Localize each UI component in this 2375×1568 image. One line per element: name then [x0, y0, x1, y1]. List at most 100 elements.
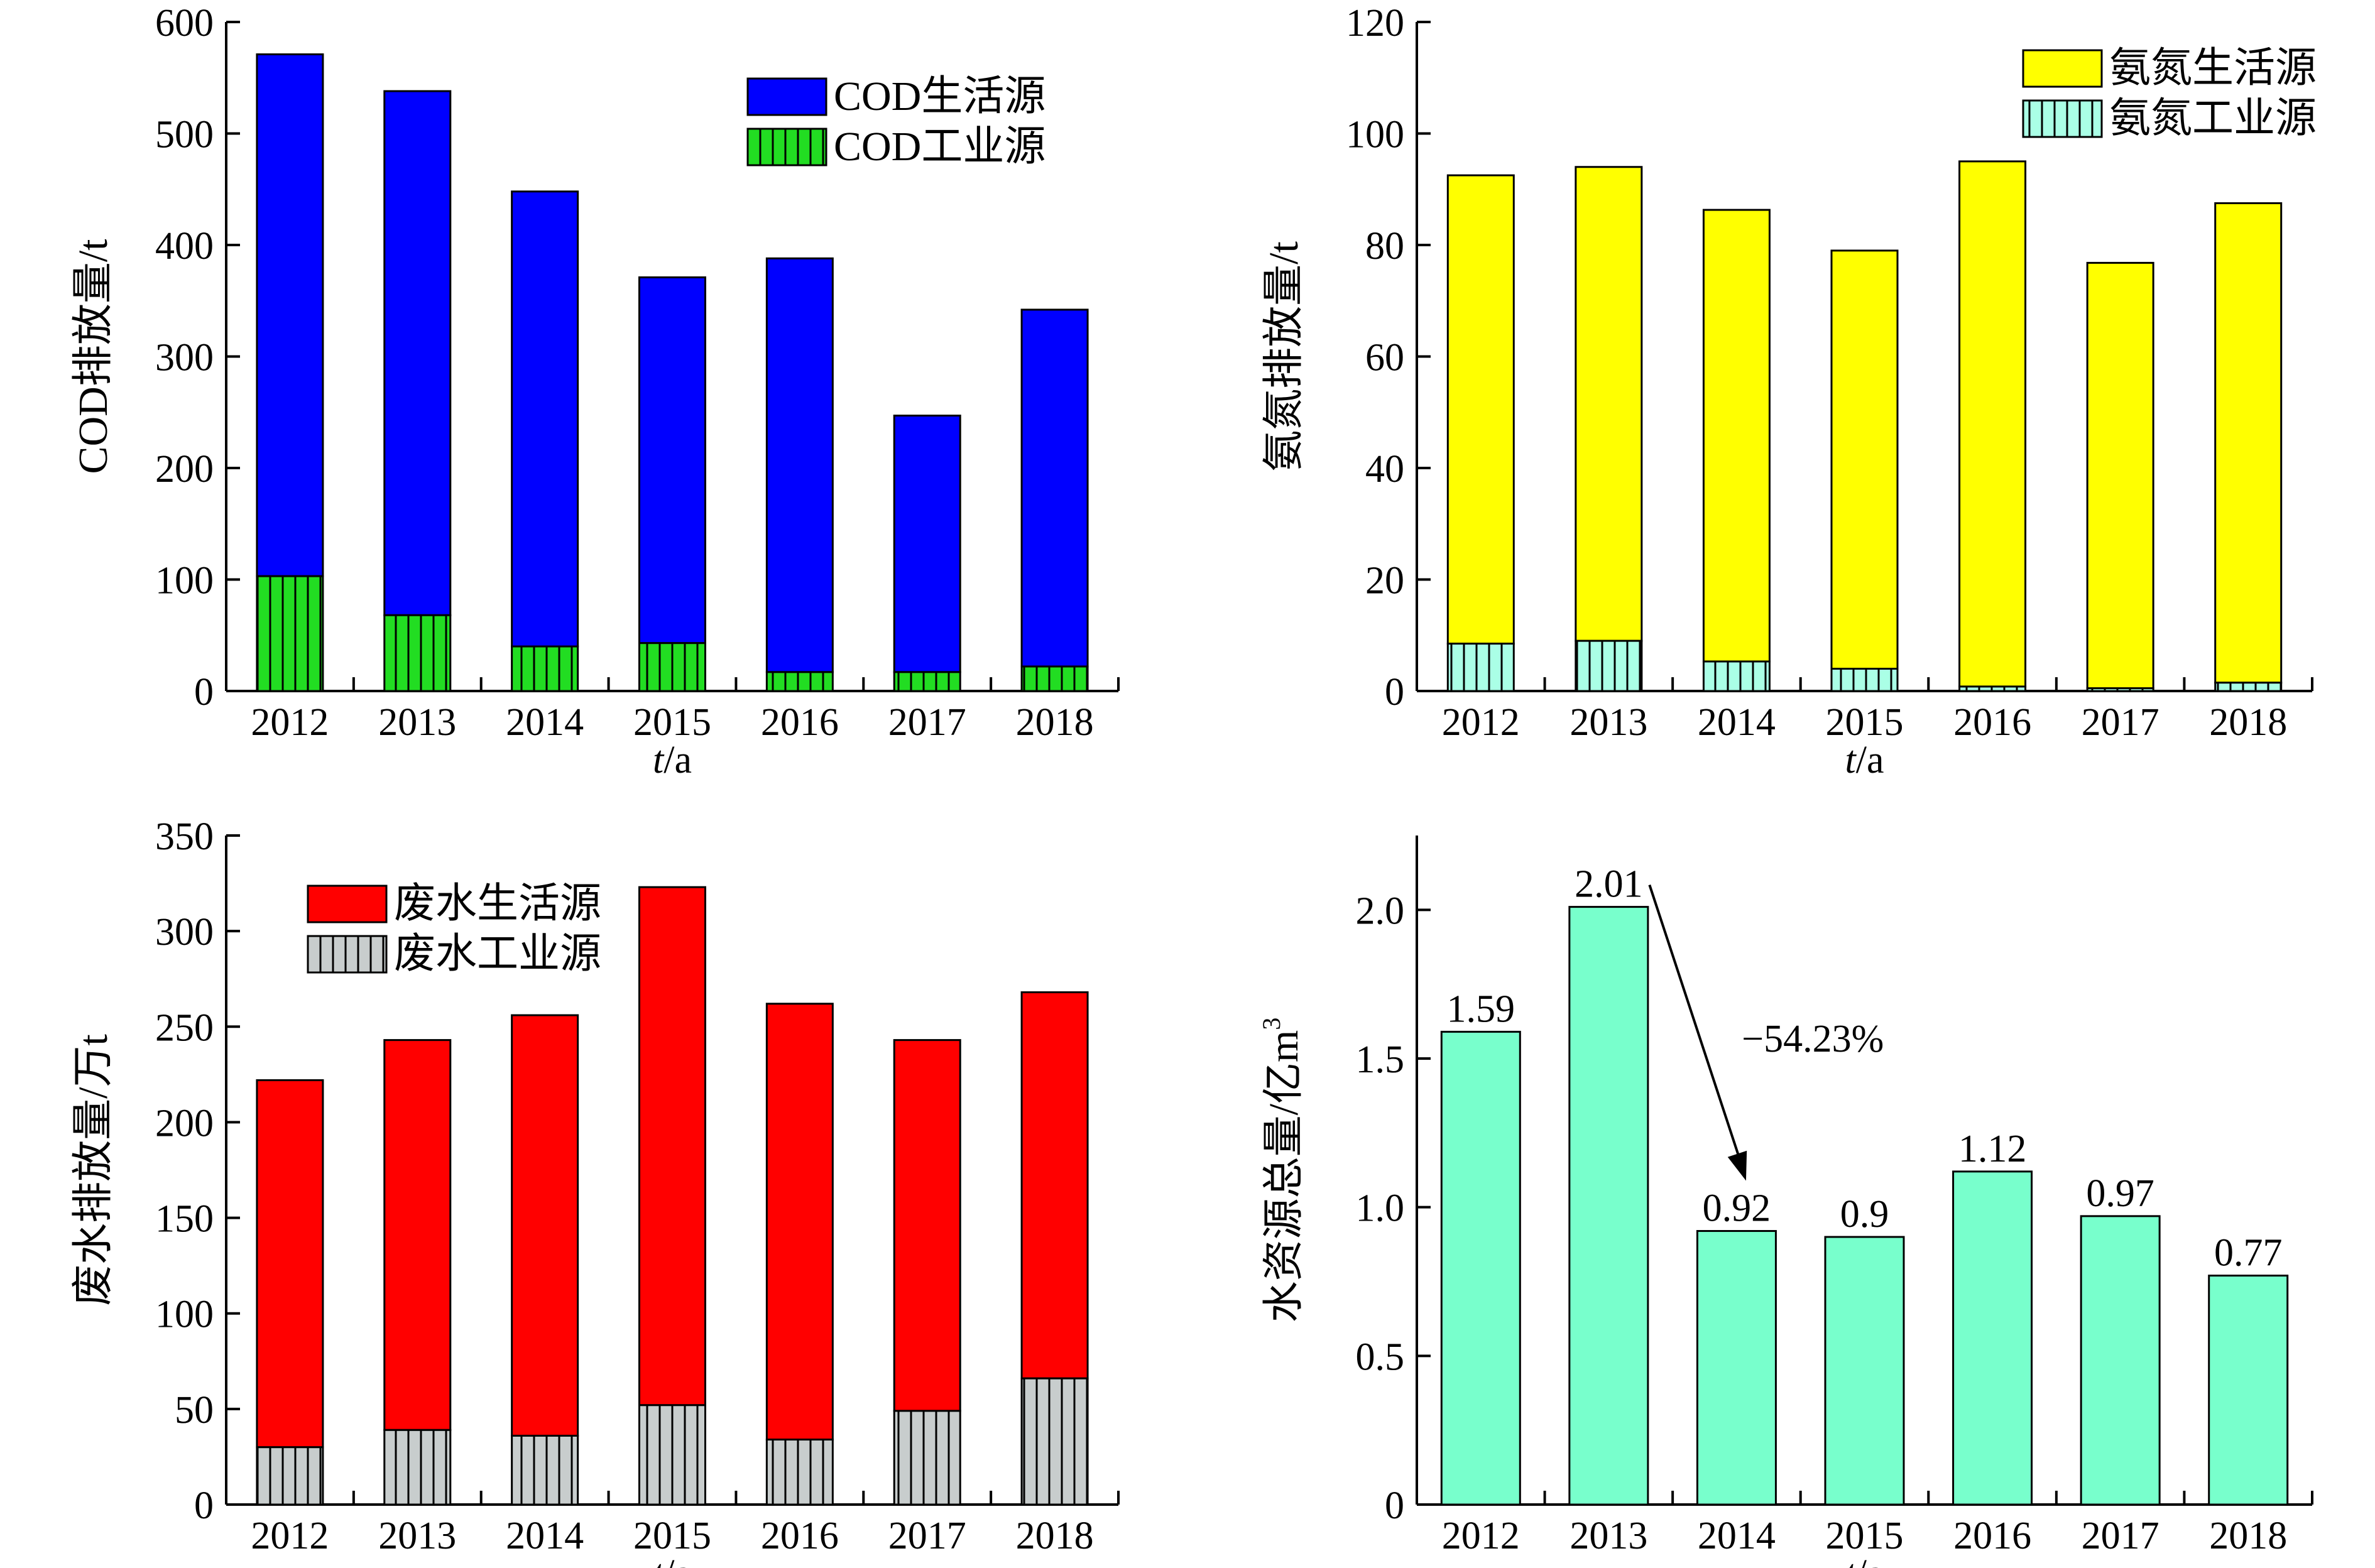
x-axis-label-rest: /a: [1856, 739, 1884, 781]
bar-废水工业源-2014: [511, 1434, 579, 1506]
y-tick-label: 350: [155, 815, 214, 858]
y-axis-label-superscript: 3: [1257, 1018, 1286, 1030]
y-tick-label: 300: [155, 337, 214, 379]
x-axis-label-rest: /a: [1856, 1552, 1884, 1568]
y-tick-label: 0: [194, 1484, 214, 1527]
bar-废水工业源-2015: [638, 1404, 706, 1506]
x-tick-label: 2013: [1570, 701, 1647, 744]
bar-COD生活源-2016: [765, 257, 834, 673]
y-axis-label: 氨氮排放量/t: [1261, 241, 1307, 472]
x-axis-label: t/a: [1845, 739, 1884, 781]
bar-2012: [1440, 1030, 1521, 1506]
bar-氨氮工业源-2015: [1830, 668, 1899, 692]
x-tick-label: 2013: [378, 1515, 456, 1557]
y-tick-label: 0: [1385, 671, 1404, 714]
y-axis-label: 废水排放量/万t: [70, 1034, 116, 1306]
data-label-2014: 0.92: [1703, 1187, 1771, 1230]
y-tick-label: 300: [155, 911, 214, 954]
y-tick-label: 100: [155, 560, 214, 602]
y-tick-label: 0: [194, 671, 214, 714]
x-tick-label: 2016: [761, 701, 839, 744]
bar-氨氮工业源-2014: [1702, 660, 1771, 692]
legend-swatch-氨氮工业源: [2022, 99, 2103, 138]
bar-2018: [2208, 1275, 2289, 1506]
legend-label-COD工业源: COD工业源: [834, 124, 1046, 170]
y-tick-label: 100: [1346, 114, 1404, 156]
x-tick-label: 2017: [2082, 701, 2159, 744]
bar-氨氮生活源-2017: [2086, 261, 2154, 690]
bar-氨氮工业源-2013: [1575, 640, 1643, 692]
y-tick-label: 600: [155, 2, 214, 45]
x-tick-label: 2016: [1953, 701, 2031, 744]
bar-废水生活源-2014: [511, 1014, 579, 1437]
y-tick-label: 20: [1365, 560, 1404, 602]
bar-2013: [1568, 906, 1649, 1506]
data-label-2013: 2.01: [1575, 863, 1643, 906]
chart-top-right: 0 20 40 60 80 100 120 2012 2013 2014 2015 2016 2017 2…: [1261, 2, 2317, 781]
bar-氨氮生活源-2014: [1702, 209, 1771, 663]
bar-废水工业源-2012: [256, 1446, 324, 1506]
y-tick-label: 40: [1365, 448, 1404, 491]
bar-氨氮生活源-2013: [1575, 166, 1643, 642]
legend-label-氨氮工业源: 氨氮工业源: [2109, 95, 2317, 141]
bar-废水生活源-2018: [1020, 991, 1089, 1380]
x-tick-label: 2016: [761, 1515, 839, 1557]
bar-COD生活源-2015: [638, 276, 706, 645]
bar-废水生活源-2013: [383, 1039, 452, 1431]
data-label-2017: 0.97: [2086, 1172, 2154, 1215]
x-tick-label: 2018: [2209, 701, 2287, 744]
legend-label-氨氮生活源: 氨氮生活源: [2109, 45, 2317, 91]
x-tick-label: 2014: [1698, 1515, 1776, 1557]
x-tick-label: 2012: [251, 1515, 329, 1557]
x-tick-label: 2018: [2209, 1515, 2287, 1557]
bar-废水工业源-2013: [383, 1429, 452, 1506]
bar-废水生活源-2012: [256, 1079, 324, 1449]
bar-氨氮生活源-2018: [2214, 202, 2283, 684]
legend-swatch-废水生活源: [307, 885, 388, 923]
chart-bottom-left: 0 50 100 150 200 250 300 350 2012 2013 2014 2015 201…: [70, 815, 1120, 1568]
x-tick-label: 2018: [1016, 701, 1094, 744]
y-tick-label: 200: [155, 1102, 214, 1145]
x-tick-label: 2016: [1953, 1515, 2031, 1557]
x-axis-label-rest: /a: [663, 739, 692, 781]
data-label-2012: 1.59: [1447, 988, 1515, 1030]
y-tick-label: 150: [155, 1198, 214, 1241]
y-tick-label: 60: [1365, 337, 1404, 379]
legend-swatch-COD工业源: [746, 128, 827, 166]
y-tick-label: 100: [155, 1293, 214, 1336]
bar-COD工业源-2015: [638, 642, 706, 692]
bar-COD生活源-2018: [1020, 308, 1089, 668]
bar-2014: [1696, 1230, 1777, 1506]
bar-废水生活源-2017: [893, 1039, 961, 1412]
x-tick-label: 2012: [1442, 1515, 1520, 1557]
x-axis-label-italic: t: [653, 739, 665, 781]
y-tick-label: 250: [155, 1006, 214, 1049]
bar-氨氮生活源-2012: [1446, 174, 1515, 645]
x-tick-label: 2017: [888, 701, 966, 744]
bar-COD生活源-2017: [893, 415, 961, 673]
bar-COD工业源-2017: [893, 671, 961, 692]
y-axis-label: COD排放量/t: [70, 239, 116, 474]
y-tick-label: 80: [1365, 225, 1404, 268]
bar-废水生活源-2016: [765, 1003, 834, 1441]
annotation-text: −54.23%: [1742, 1018, 1884, 1060]
bar-COD工业源-2016: [765, 671, 834, 692]
x-axis-label: t/a: [653, 1552, 692, 1568]
x-tick-label: 2015: [633, 1515, 711, 1557]
annotation-arrow-head: [1727, 1150, 1747, 1181]
bar-COD工业源-2013: [383, 614, 452, 692]
y-tick-label: 1.0: [1356, 1187, 1405, 1230]
legend-swatch-氨氮生活源: [2022, 49, 2103, 88]
bar-COD工业源-2018: [1020, 665, 1089, 692]
x-tick-label: 2017: [2082, 1515, 2159, 1557]
x-tick-label: 2014: [506, 701, 584, 744]
legend-label-废水工业源: 废水工业源: [394, 931, 601, 977]
bar-COD生活源-2014: [511, 190, 579, 648]
x-tick-label: 2013: [1570, 1515, 1647, 1557]
y-tick-label: 400: [155, 225, 214, 268]
x-axis-label: t/a: [653, 739, 692, 781]
data-label-2015: 0.9: [1840, 1193, 1889, 1236]
legend-label-COD生活源: COD生活源: [834, 74, 1046, 119]
bar-废水工业源-2016: [765, 1439, 834, 1506]
y-tick-label: 50: [175, 1389, 214, 1432]
